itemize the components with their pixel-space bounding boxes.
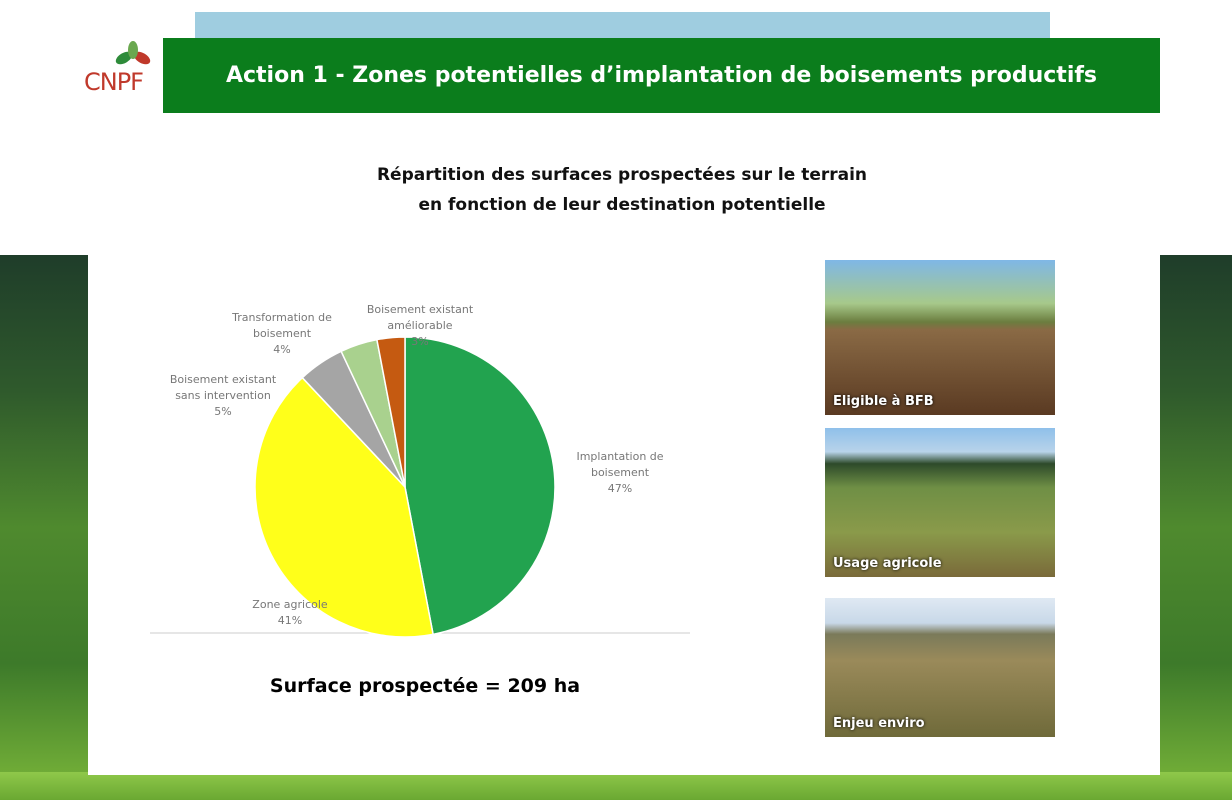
photo-caption: Enjeu enviro [833,716,925,731]
label-name: Boisement existant sans intervention [170,372,276,404]
label-name: Transformation de boisement [232,310,332,342]
photo: Eligible à BFB [825,260,1055,415]
label-name: Boisement existant améliorable [367,302,473,334]
photo-caption: Eligible à BFB [833,394,934,409]
label-value: 3% [367,334,473,350]
label-name: Implantation de boisement [576,449,663,481]
label-value: 4% [232,342,332,358]
photo-caption: Usage agricole [833,556,942,571]
label-value: 41% [252,613,327,629]
pie-slice [405,337,555,634]
label-value: 5% [170,404,276,420]
slide: Action 1 - Zones potentielles d’implanta… [0,0,1232,800]
photo: Enjeu enviro [825,598,1055,737]
photo: Usage agricole [825,428,1055,577]
label-value: 47% [576,481,663,497]
label-name: Zone agricole [252,597,327,613]
summary: Surface prospectée = 209 ha [225,675,625,697]
